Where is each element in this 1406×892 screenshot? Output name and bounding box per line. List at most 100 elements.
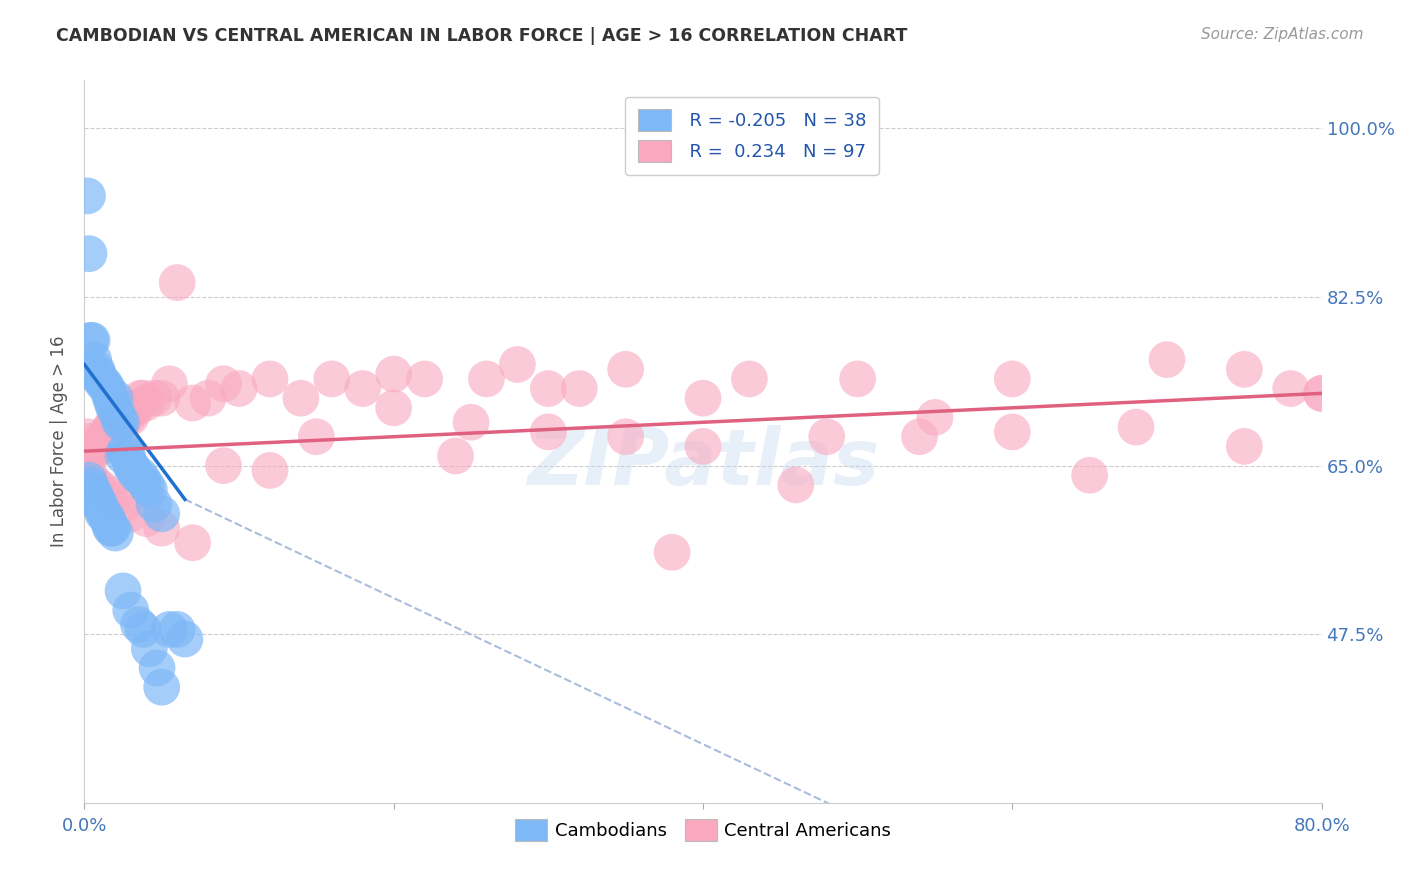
- Point: [77, 434, 100, 449]
- Point: [135, 478, 157, 492]
- Text: CAMBODIAN VS CENTRAL AMERICAN IN LABOR FORCE | AGE > 16 CORRELATION CHART: CAMBODIAN VS CENTRAL AMERICAN IN LABOR F…: [56, 27, 908, 45]
- Point: [115, 444, 138, 458]
- Point: [84, 367, 107, 381]
- Point: [87, 367, 110, 381]
- Y-axis label: In Labor Force | Age > 16: In Labor Force | Age > 16: [51, 335, 69, 548]
- Point: [91, 507, 114, 521]
- Point: [228, 382, 250, 396]
- Point: [120, 603, 142, 617]
- Point: [79, 334, 101, 348]
- Point: [444, 449, 467, 463]
- Point: [738, 372, 761, 386]
- Point: [121, 460, 143, 475]
- Point: [129, 391, 152, 405]
- Point: [212, 458, 235, 473]
- Point: [79, 439, 101, 453]
- Point: [82, 473, 104, 487]
- Point: [614, 430, 637, 444]
- Point: [112, 497, 135, 511]
- Point: [150, 680, 173, 694]
- Point: [76, 189, 98, 203]
- Point: [98, 386, 121, 401]
- Point: [475, 372, 498, 386]
- Point: [181, 535, 204, 549]
- Point: [135, 396, 157, 410]
- Point: [460, 415, 482, 429]
- Point: [101, 521, 124, 535]
- Text: ZIPatlas: ZIPatlas: [527, 425, 879, 501]
- Point: [84, 487, 107, 501]
- Point: [93, 430, 115, 444]
- Point: [614, 362, 637, 376]
- Point: [122, 401, 145, 415]
- Point: [537, 425, 560, 439]
- Point: [98, 516, 121, 531]
- Point: [108, 415, 131, 429]
- Point: [166, 623, 188, 637]
- Point: [110, 415, 132, 429]
- Point: [87, 439, 110, 453]
- Point: [908, 430, 931, 444]
- Point: [89, 372, 111, 386]
- Point: [1310, 386, 1333, 401]
- Point: [174, 632, 197, 646]
- Point: [382, 401, 405, 415]
- Point: [197, 391, 219, 405]
- Point: [537, 382, 560, 396]
- Point: [122, 463, 145, 477]
- Point: [87, 497, 110, 511]
- Point: [382, 367, 405, 381]
- Point: [120, 458, 142, 473]
- Point: [259, 463, 281, 477]
- Point: [132, 473, 155, 487]
- Point: [104, 526, 127, 541]
- Point: [103, 401, 125, 415]
- Point: [96, 511, 118, 525]
- Point: [86, 439, 108, 453]
- Point: [84, 444, 107, 458]
- Point: [568, 382, 591, 396]
- Point: [112, 449, 135, 463]
- Point: [101, 420, 124, 434]
- Point: [82, 439, 104, 453]
- Point: [159, 623, 180, 637]
- Point: [79, 478, 101, 492]
- Point: [1078, 468, 1101, 483]
- Point: [1310, 386, 1333, 401]
- Point: [138, 483, 160, 497]
- Point: [86, 478, 108, 492]
- Point: [105, 406, 128, 420]
- Legend: Cambodians, Central Americans: Cambodians, Central Americans: [508, 812, 898, 848]
- Point: [146, 661, 169, 675]
- Point: [143, 391, 166, 405]
- Point: [846, 372, 869, 386]
- Point: [692, 391, 714, 405]
- Point: [181, 396, 204, 410]
- Point: [259, 372, 281, 386]
- Point: [1156, 352, 1178, 367]
- Point: [127, 617, 149, 632]
- Point: [93, 376, 115, 391]
- Point: [413, 372, 436, 386]
- Point: [100, 521, 122, 535]
- Point: [93, 507, 115, 521]
- Point: [166, 276, 188, 290]
- Point: [290, 391, 312, 405]
- Point: [129, 468, 152, 483]
- Point: [104, 391, 127, 405]
- Point: [114, 410, 136, 425]
- Text: Source: ZipAtlas.com: Source: ZipAtlas.com: [1201, 27, 1364, 42]
- Point: [112, 583, 135, 598]
- Point: [135, 511, 157, 525]
- Point: [91, 483, 114, 497]
- Point: [103, 420, 125, 434]
- Point: [352, 382, 374, 396]
- Point: [101, 396, 124, 410]
- Point: [77, 473, 100, 487]
- Point: [96, 425, 118, 439]
- Point: [1125, 420, 1147, 434]
- Point: [83, 352, 105, 367]
- Point: [117, 410, 139, 425]
- Point: [100, 420, 122, 434]
- Point: [83, 487, 105, 501]
